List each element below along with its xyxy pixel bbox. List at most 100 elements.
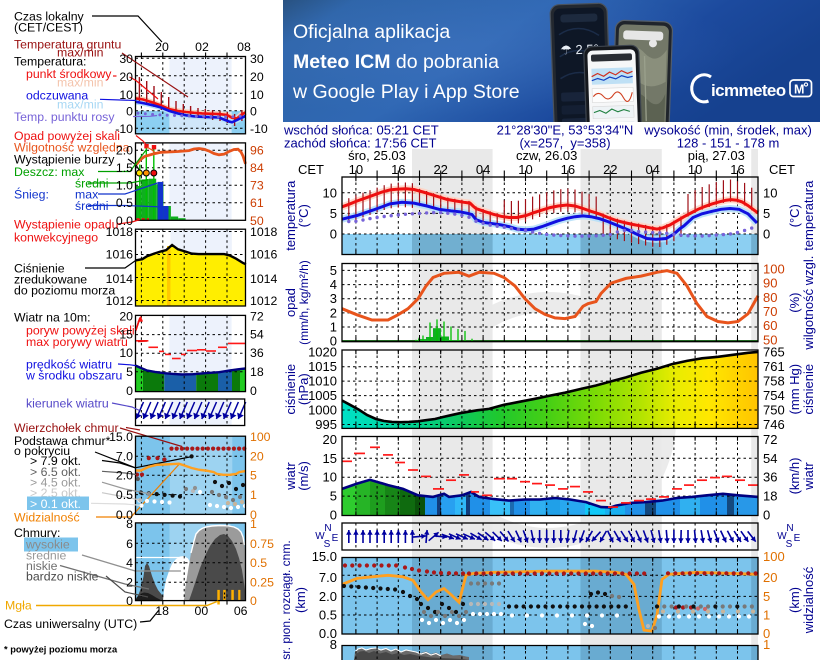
svg-text:0.5: 0.5	[116, 488, 133, 502]
svg-text:995: 995	[315, 417, 337, 432]
svg-text:0.25: 0.25	[250, 576, 274, 590]
svg-text:0: 0	[250, 508, 257, 522]
svg-text:90: 90	[763, 276, 777, 291]
svg-text:E: E	[332, 533, 339, 544]
svg-text:50: 50	[250, 214, 264, 228]
svg-text:max/min: max/min	[57, 98, 104, 112]
svg-text:Meteo ICM do pobrania: Meteo ICM do pobrania	[293, 51, 499, 73]
svg-text:do poziomu morza: do poziomu morza	[14, 284, 115, 298]
svg-text:Wilgotność względna: Wilgotność względna	[14, 141, 130, 155]
svg-text:(°C): (°C)	[296, 204, 311, 227]
svg-text:1010: 1010	[308, 374, 337, 389]
svg-text:5: 5	[330, 206, 337, 221]
svg-text:0: 0	[126, 384, 133, 398]
svg-text:21°28'30"E, 53°53'34"N: 21°28'30"E, 53°53'34"N	[497, 123, 634, 138]
svg-text:1016: 1016	[250, 248, 278, 262]
svg-text:20: 20	[250, 70, 264, 84]
svg-text:Oficjalna aplikacja: Oficjalna aplikacja	[293, 21, 450, 43]
svg-text:Ciśnienie: Ciśnienie	[14, 262, 65, 276]
svg-text:20: 20	[250, 450, 264, 464]
svg-text:73: 73	[250, 179, 264, 193]
svg-text:08: 08	[237, 40, 251, 54]
svg-text:(km/h): (km/h)	[787, 458, 802, 495]
svg-text:konwekcyjnego: konwekcyjnego	[14, 231, 98, 245]
svg-text:0: 0	[763, 227, 770, 242]
svg-text:1015: 1015	[308, 359, 337, 374]
svg-text:2.0: 2.0	[116, 144, 133, 158]
svg-text:06: 06	[234, 604, 248, 618]
svg-text:36: 36	[763, 470, 777, 485]
svg-text:04: 04	[476, 162, 490, 177]
svg-text:(CET/CEST): (CET/CEST)	[14, 21, 83, 35]
svg-text:0.5: 0.5	[250, 556, 267, 570]
svg-text:max porywy wiatru: max porywy wiatru	[26, 335, 128, 349]
svg-text:5: 5	[763, 589, 770, 604]
svg-text:1: 1	[330, 320, 337, 335]
svg-text:1016: 1016	[106, 248, 134, 262]
svg-text:ciśnienie: ciśnienie	[283, 364, 298, 415]
svg-text:1000: 1000	[308, 403, 337, 418]
svg-text:wysokie: wysokie	[25, 538, 70, 552]
svg-text:wschód słońca: 05:21 CET: wschód słońca: 05:21 CET	[283, 123, 439, 138]
svg-text:5: 5	[250, 469, 257, 483]
svg-text:śro, 25.03: śro, 25.03	[348, 148, 406, 163]
svg-text:Deszcz: max: Deszcz: max	[14, 165, 85, 179]
svg-text:opad: opad	[283, 288, 298, 317]
svg-text:2: 2	[126, 576, 133, 590]
svg-text:niskie: niskie	[26, 559, 58, 573]
svg-text:100: 100	[763, 262, 785, 277]
svg-text:16: 16	[391, 162, 405, 177]
svg-text:1: 1	[250, 517, 257, 531]
svg-text:754: 754	[763, 388, 785, 403]
svg-text:(km): (km)	[787, 587, 802, 613]
svg-text:3: 3	[330, 291, 337, 306]
svg-text:1018: 1018	[250, 225, 278, 239]
svg-text:w Google Play i App Store: w Google Play i App Store	[292, 81, 520, 103]
svg-text:10: 10	[323, 185, 337, 200]
svg-text:100: 100	[763, 549, 785, 564]
svg-text:0: 0	[126, 594, 133, 608]
svg-text:max: max	[75, 188, 99, 202]
svg-text:10: 10	[349, 162, 363, 177]
svg-text:1014: 1014	[106, 272, 134, 286]
svg-text:ciśnienie: ciśnienie	[801, 364, 816, 415]
svg-text:Opad powyżej skali: Opad powyżej skali	[14, 129, 120, 143]
svg-text:Widzialność: Widzialność	[14, 511, 80, 525]
svg-text:5: 5	[330, 263, 337, 278]
svg-text:20: 20	[119, 70, 133, 84]
svg-text:Mgła: Mgła	[5, 599, 32, 613]
svg-text:S: S	[786, 539, 793, 550]
svg-text:15: 15	[119, 328, 133, 342]
svg-text:> 6.5 okt.: > 6.5 okt.	[30, 465, 81, 479]
svg-text:(m/s): (m/s)	[296, 461, 311, 491]
svg-text:128 - 151 - 178 m: 128 - 151 - 178 m	[677, 136, 780, 151]
svg-text:4: 4	[330, 277, 337, 292]
svg-text:(mm/h, kg/m²/h): (mm/h, kg/m²/h)	[297, 260, 311, 345]
svg-text:00: 00	[195, 604, 209, 618]
svg-text:zachód słońca: 17:56 CET: zachód słońca: 17:56 CET	[284, 136, 437, 151]
svg-text:> 4.5 okt.: > 4.5 okt.	[30, 476, 81, 490]
svg-text:20: 20	[763, 570, 777, 585]
svg-text:bardzo niskie: bardzo niskie	[26, 570, 99, 584]
svg-text:0: 0	[330, 508, 337, 523]
svg-text:0.5: 0.5	[116, 196, 133, 210]
svg-text:10: 10	[119, 346, 133, 360]
svg-text:wilgotność wzgl.: wilgotność wzgl.	[801, 256, 816, 351]
svg-text:Podstawa chmur*: Podstawa chmur*	[14, 434, 111, 448]
svg-text:średnie: średnie	[26, 549, 66, 563]
svg-text:5: 5	[126, 365, 133, 379]
svg-text:61: 61	[250, 196, 264, 210]
svg-text:Wiatr na 10m:: Wiatr na 10m:	[14, 311, 91, 325]
svg-text:02: 02	[195, 40, 209, 54]
svg-text:0.0: 0.0	[116, 214, 133, 228]
svg-text:0: 0	[250, 104, 257, 118]
svg-text:M: M	[794, 83, 804, 97]
svg-text:746: 746	[763, 417, 785, 432]
svg-text:0.0: 0.0	[116, 508, 133, 522]
svg-text:1020: 1020	[308, 345, 337, 360]
svg-text:0.0: 0.0	[319, 626, 337, 641]
svg-text:22: 22	[603, 162, 617, 177]
svg-text:18: 18	[155, 604, 169, 618]
svg-text:Chmury:: Chmury:	[14, 526, 60, 540]
svg-text:> 7.9 okt.: > 7.9 okt.	[30, 454, 81, 468]
